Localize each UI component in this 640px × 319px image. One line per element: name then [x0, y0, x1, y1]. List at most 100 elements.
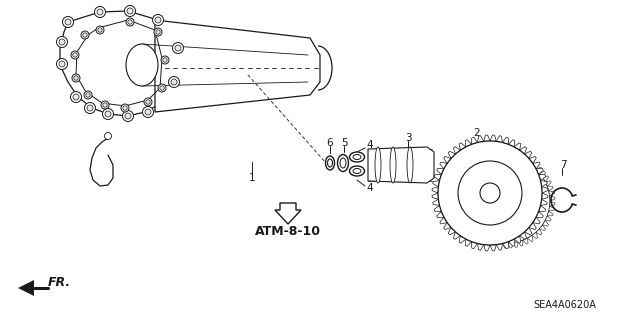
- Polygon shape: [467, 220, 474, 226]
- Circle shape: [123, 106, 127, 110]
- Circle shape: [70, 92, 81, 102]
- Polygon shape: [483, 235, 488, 242]
- Ellipse shape: [326, 156, 335, 170]
- Circle shape: [161, 56, 169, 64]
- Polygon shape: [508, 243, 513, 248]
- Polygon shape: [435, 205, 442, 211]
- Polygon shape: [444, 223, 451, 230]
- Circle shape: [146, 100, 150, 104]
- Polygon shape: [513, 155, 518, 160]
- Polygon shape: [527, 235, 533, 242]
- Text: 7: 7: [560, 160, 566, 170]
- Circle shape: [73, 94, 79, 100]
- Circle shape: [163, 58, 167, 62]
- Polygon shape: [529, 156, 536, 163]
- Polygon shape: [461, 206, 467, 211]
- Circle shape: [458, 161, 522, 225]
- Polygon shape: [520, 232, 527, 239]
- Polygon shape: [483, 160, 488, 167]
- Polygon shape: [490, 245, 496, 251]
- Polygon shape: [461, 201, 467, 206]
- Polygon shape: [536, 229, 542, 235]
- Circle shape: [56, 36, 67, 48]
- Circle shape: [173, 42, 184, 54]
- Circle shape: [98, 28, 102, 32]
- Polygon shape: [459, 143, 466, 150]
- Polygon shape: [523, 158, 528, 164]
- Polygon shape: [548, 191, 554, 196]
- Circle shape: [83, 33, 87, 37]
- Polygon shape: [545, 181, 551, 186]
- Polygon shape: [539, 205, 546, 211]
- Polygon shape: [470, 225, 477, 231]
- Circle shape: [143, 107, 154, 117]
- Polygon shape: [520, 147, 527, 154]
- Polygon shape: [484, 245, 490, 251]
- Polygon shape: [60, 11, 178, 116]
- Text: 2: 2: [474, 128, 480, 138]
- Polygon shape: [532, 233, 538, 239]
- Polygon shape: [541, 187, 548, 193]
- Polygon shape: [527, 160, 533, 167]
- Circle shape: [144, 98, 152, 106]
- Circle shape: [56, 58, 67, 70]
- Polygon shape: [465, 140, 472, 147]
- Ellipse shape: [337, 154, 349, 172]
- Polygon shape: [448, 227, 456, 235]
- Polygon shape: [540, 171, 545, 177]
- Polygon shape: [467, 176, 474, 182]
- Polygon shape: [503, 243, 508, 248]
- Polygon shape: [488, 238, 493, 244]
- Polygon shape: [463, 211, 468, 216]
- Circle shape: [103, 103, 108, 107]
- Text: FR.: FR.: [48, 277, 71, 290]
- Polygon shape: [543, 220, 548, 226]
- Circle shape: [171, 79, 177, 85]
- Polygon shape: [550, 201, 555, 206]
- Polygon shape: [547, 211, 553, 216]
- Ellipse shape: [375, 147, 381, 183]
- Circle shape: [152, 14, 163, 26]
- Polygon shape: [275, 203, 301, 224]
- Polygon shape: [536, 167, 542, 173]
- Circle shape: [156, 30, 160, 34]
- Polygon shape: [478, 163, 484, 170]
- Circle shape: [466, 159, 550, 243]
- Polygon shape: [463, 186, 468, 191]
- Polygon shape: [448, 151, 456, 159]
- Ellipse shape: [407, 147, 413, 183]
- Polygon shape: [498, 242, 503, 247]
- Polygon shape: [502, 137, 508, 145]
- Polygon shape: [465, 239, 472, 246]
- Circle shape: [71, 51, 79, 59]
- Polygon shape: [514, 236, 521, 243]
- Circle shape: [122, 110, 134, 122]
- Polygon shape: [477, 243, 484, 250]
- Polygon shape: [474, 229, 480, 235]
- Circle shape: [438, 141, 542, 245]
- Ellipse shape: [390, 147, 396, 183]
- Polygon shape: [545, 216, 551, 221]
- Polygon shape: [461, 191, 467, 196]
- Circle shape: [101, 101, 109, 109]
- Polygon shape: [508, 154, 513, 159]
- Polygon shape: [508, 140, 515, 147]
- Text: 4: 4: [367, 140, 373, 150]
- Polygon shape: [532, 163, 538, 170]
- Circle shape: [102, 108, 113, 120]
- Circle shape: [160, 86, 164, 90]
- Polygon shape: [433, 181, 440, 187]
- Polygon shape: [550, 196, 555, 201]
- Polygon shape: [518, 240, 523, 246]
- Circle shape: [125, 5, 136, 17]
- Polygon shape: [547, 186, 553, 191]
- Circle shape: [126, 18, 134, 26]
- Polygon shape: [461, 196, 467, 201]
- Circle shape: [158, 84, 166, 92]
- Polygon shape: [536, 211, 543, 218]
- Polygon shape: [541, 181, 547, 187]
- Polygon shape: [440, 162, 447, 169]
- Circle shape: [175, 45, 181, 51]
- Polygon shape: [502, 241, 508, 249]
- Polygon shape: [490, 135, 496, 141]
